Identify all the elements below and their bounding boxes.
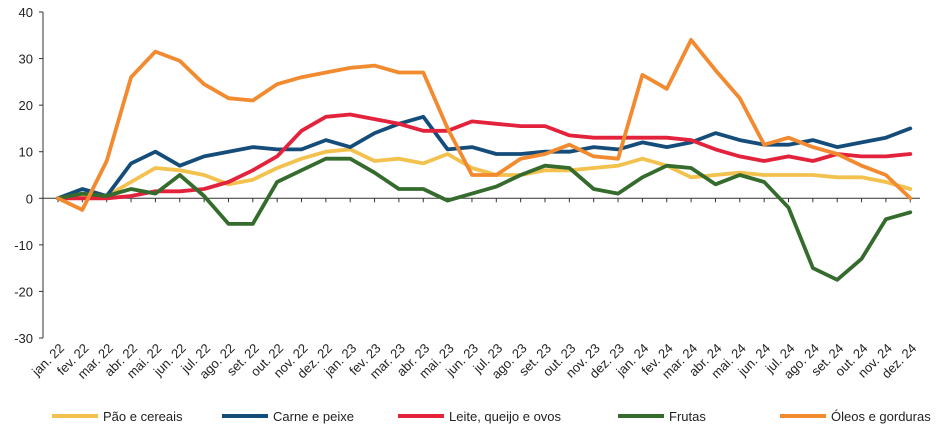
y-tick-label: -30	[14, 331, 33, 346]
y-tick-label: 20	[19, 98, 33, 113]
legend-label-pao-e-cereais: Pão e cereais	[103, 409, 183, 424]
series-line-pao-e-cereais	[56, 147, 913, 201]
y-tick-label: -20	[14, 284, 33, 299]
y-tick-label: 0	[26, 191, 33, 206]
legend: Pão e cereais Carne e peixe Leite, queijo …	[52, 409, 931, 424]
y-tick-label: 30	[19, 52, 33, 67]
series-line-oleos-e-gorduras	[56, 38, 913, 212]
y-tick-label: 40	[19, 5, 33, 20]
y-tick-label: -10	[14, 238, 33, 253]
series-line-frutas	[56, 156, 913, 282]
y-tick-label: 10	[19, 145, 33, 160]
legend-label-oleos-e-gorduras: Óleos e gorduras	[831, 409, 931, 424]
chart-lines	[56, 38, 913, 282]
legend-label-carne-e-peixe: Carne e peixe	[273, 409, 354, 424]
series-line-leite-queijo-e-ovos	[56, 112, 913, 201]
y-axis: 40 30 20 10 0 -10 -20 -30	[14, 5, 44, 346]
legend-label-leite-queijo-e-ovos: Leite, queijo e ovos	[449, 409, 562, 424]
legend-label-frutas: Frutas	[669, 409, 706, 424]
